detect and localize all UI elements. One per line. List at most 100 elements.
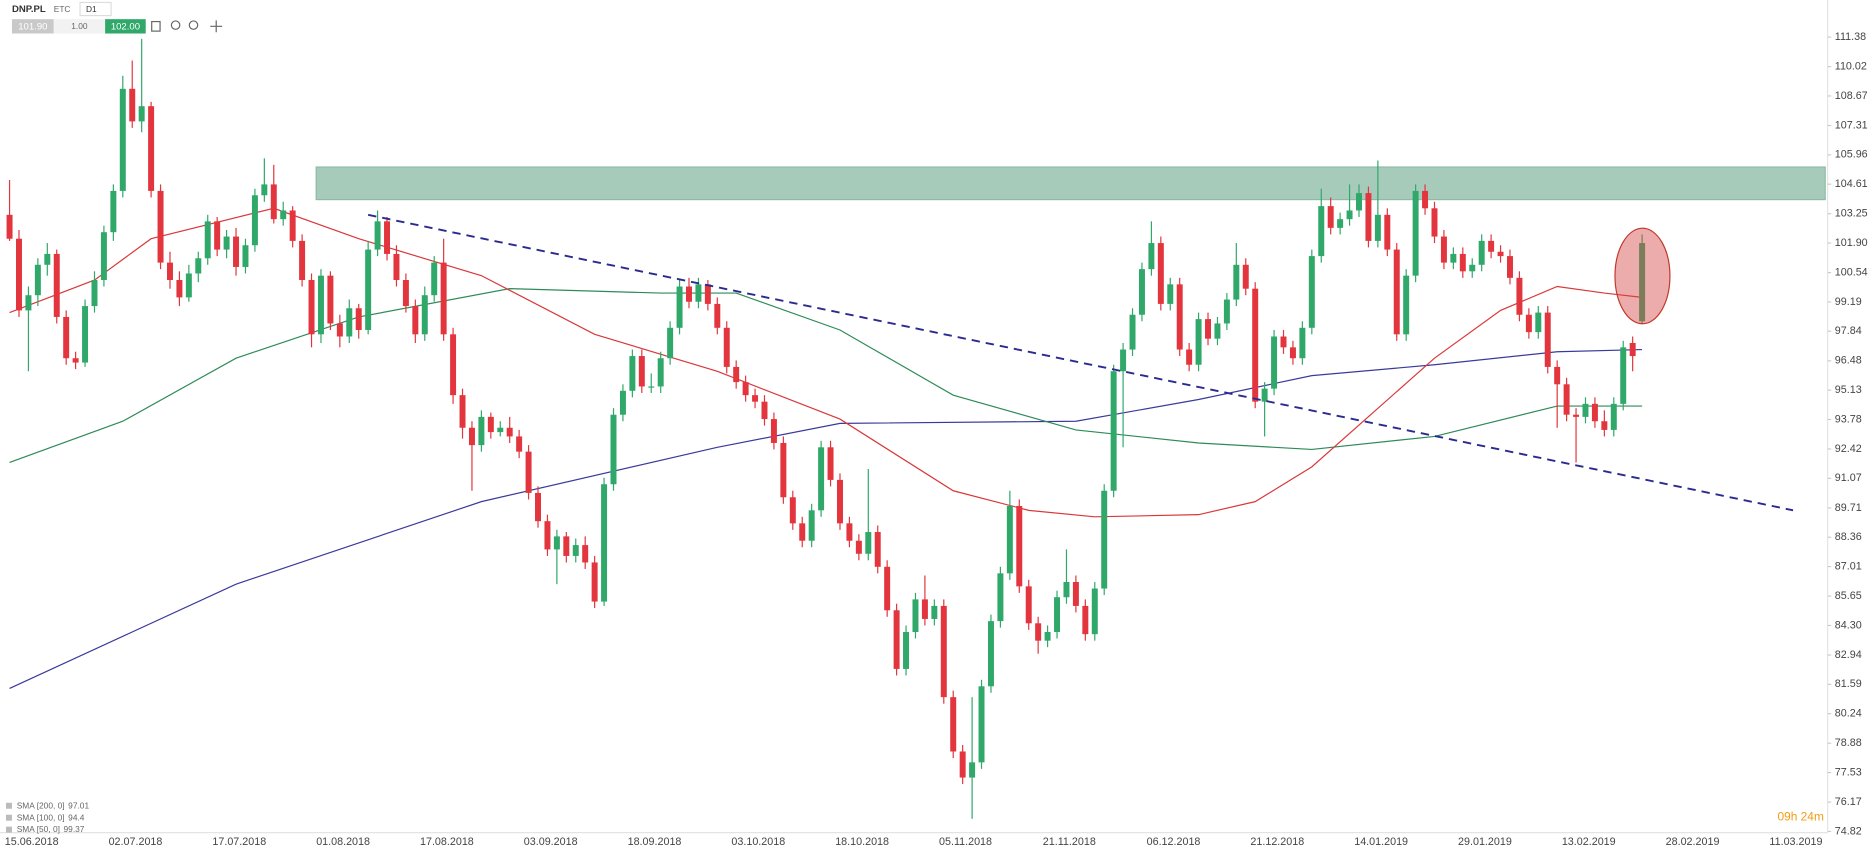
y-tick-label: 101.90 [1835, 237, 1868, 249]
y-tick-label: 89.71 [1835, 502, 1862, 514]
legend-value: 97.01 [68, 801, 89, 811]
candle-body [1167, 284, 1174, 304]
candle-body [468, 427, 475, 446]
candle-body [846, 523, 853, 541]
candle-body [997, 573, 1004, 622]
candle-body [553, 536, 560, 550]
candle-body [459, 395, 466, 428]
legend-icon [5, 814, 12, 821]
candle-body [1412, 190, 1419, 276]
buy-box[interactable] [105, 19, 146, 34]
candle-body [317, 275, 324, 335]
candle-body [1233, 264, 1240, 300]
sma-line [9, 288, 1643, 464]
y-tick-label: 84.30 [1835, 619, 1862, 631]
candle-body [1025, 586, 1032, 624]
candle-body [912, 599, 919, 632]
candle-body [1308, 256, 1315, 328]
plot-area [6, 38, 1826, 819]
zoom-in-icon[interactable] [188, 20, 199, 30]
candle-body [572, 545, 579, 556]
candle-body [487, 416, 494, 433]
candle-body [1327, 206, 1334, 228]
candle-body [865, 532, 872, 554]
buy-price[interactable]: 102.00 [111, 21, 140, 32]
x-tick-label: 18.10.2018 [835, 836, 889, 848]
candle-body [506, 427, 513, 437]
candle-body [1469, 264, 1476, 272]
candle-body [638, 356, 645, 387]
legend-entry: SMA [50, 0] 99.37 [17, 824, 85, 834]
countdown: 09h 24m [1777, 809, 1824, 823]
timeframe-box[interactable] [79, 1, 112, 17]
candle-body [742, 382, 749, 396]
symbol[interactable]: DNP.PL [12, 4, 46, 15]
spread-box [53, 19, 106, 34]
candle-body [1044, 631, 1051, 641]
candle-body [1346, 210, 1353, 220]
candle-body [544, 521, 551, 550]
y-tick-label: 111.38 [1835, 31, 1866, 43]
x-tick-label: 14.01.2019 [1354, 836, 1408, 848]
candle-body [676, 286, 683, 328]
candle-body [299, 240, 306, 281]
y-tick-label: 110.02 [1835, 60, 1867, 72]
candle-body [525, 451, 532, 493]
y-tick-label: 108.67 [1835, 90, 1868, 102]
candle-body [1478, 240, 1485, 265]
y-tick-label: 95.13 [1835, 384, 1862, 396]
candle-body [1223, 299, 1230, 324]
x-tick-label: 17.08.2018 [420, 836, 474, 848]
candle-body [25, 295, 32, 311]
candle-body [185, 273, 192, 298]
chart-type-icon[interactable] [151, 20, 161, 32]
candle-body [195, 258, 202, 274]
candle-body [82, 306, 89, 363]
candle-body [1488, 240, 1495, 252]
candle-body [138, 106, 145, 122]
y-tick-label: 77.53 [1835, 766, 1862, 778]
sell-price[interactable]: 101.90 [18, 21, 47, 32]
candle-body [752, 395, 759, 402]
candle-body [336, 323, 343, 337]
candle-body [251, 195, 258, 246]
candle-body [1393, 249, 1400, 335]
y-tick-label: 88.36 [1835, 531, 1862, 543]
candle-body [214, 221, 221, 250]
candle-body [761, 401, 768, 420]
zoom-out-icon[interactable] [170, 20, 181, 30]
y-tick-label: 99.19 [1835, 296, 1862, 308]
y-tick-label: 87.01 [1835, 560, 1862, 572]
x-tick-label: 18.09.2018 [628, 836, 682, 848]
candle-body [950, 697, 957, 752]
candle-body [1205, 319, 1211, 339]
candle-body [1129, 314, 1136, 350]
candle-body [978, 686, 985, 763]
legend-name: SMA [50, 0] [17, 824, 60, 834]
x-tick-label: 11.03.2019 [1769, 836, 1822, 848]
candle-body [987, 621, 994, 687]
timeframe[interactable]: D1 [86, 4, 97, 14]
candle-body [289, 210, 296, 241]
sell-box[interactable] [11, 19, 54, 34]
candle-body [91, 280, 98, 307]
candle-body [1422, 190, 1429, 209]
candle-body [1356, 193, 1362, 211]
candle-body [1271, 336, 1278, 389]
legend-icon [5, 802, 12, 809]
legend-entry: SMA [100, 0] 94.4 [17, 813, 85, 823]
candle-body [374, 221, 381, 250]
candle-body [1403, 275, 1410, 335]
candle-body [1280, 336, 1287, 348]
candle-body [1337, 219, 1344, 228]
candle-body [119, 88, 126, 191]
candle-body [308, 280, 315, 335]
candle-body [969, 762, 976, 778]
candle-body [1214, 323, 1221, 339]
candle-body [1120, 349, 1127, 372]
y-tick-label: 80.24 [1835, 708, 1862, 720]
candle-body [874, 532, 881, 567]
candle-body [959, 751, 966, 778]
candle-body [818, 447, 825, 511]
crosshair-icon[interactable] [210, 20, 223, 33]
